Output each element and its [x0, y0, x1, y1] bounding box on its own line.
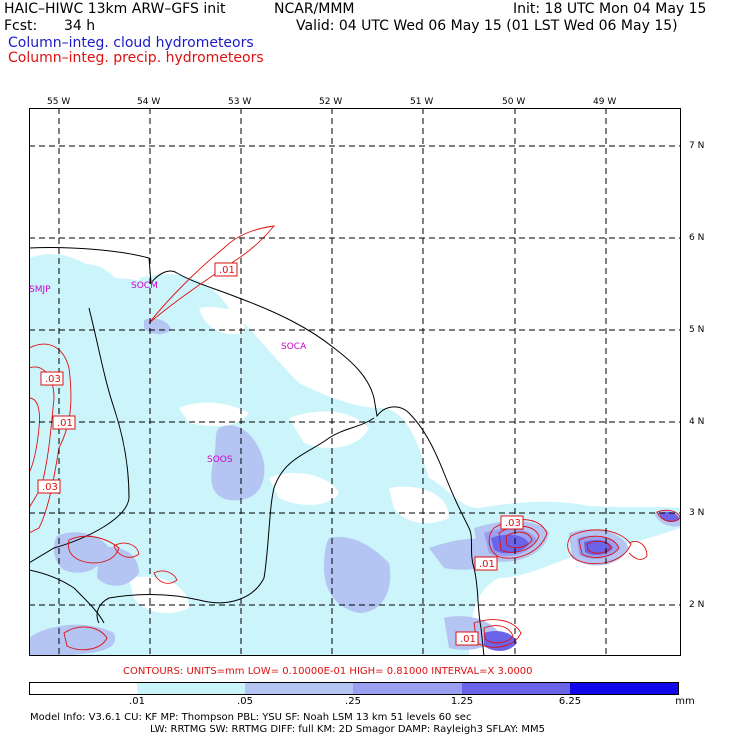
colorbar-tick: 6.25 — [558, 696, 582, 707]
org-label: NCAR/MMM — [274, 1, 355, 17]
contour-line — [148, 225, 276, 324]
lat-label: 7 N — [689, 141, 705, 151]
fcst-label: Fcst: — [4, 18, 38, 34]
contour-info: CONTOURS: UNITS=mm LOW= 0.10000E-01 HIGH… — [123, 666, 533, 677]
contour-label: .01 — [57, 418, 73, 429]
colorbar-swatch — [29, 682, 138, 695]
colorbar-tick: .05 — [237, 696, 253, 707]
colorbar-swatch — [353, 682, 462, 695]
contour-label-box — [52, 415, 76, 430]
contour-line — [578, 535, 620, 558]
contour-label: .03 — [42, 482, 58, 493]
contour-line — [483, 625, 514, 644]
model-info-line2: LW: RRTMG SW: RRTMG DIFF: full KM: 2D Sm… — [150, 724, 546, 735]
cloud-light-region — [199, 307, 245, 335]
cloud-light-region — [179, 402, 249, 426]
lon-label: 50 W — [502, 97, 526, 107]
cloud-medium-region — [211, 425, 265, 501]
model-title: HAIC–HIWC 13km ARW–GFS init — [4, 1, 226, 17]
border-line — [29, 569, 105, 624]
contour-line — [628, 541, 648, 560]
contour-label: .01 — [479, 559, 495, 570]
lat-label: 4 N — [689, 417, 705, 427]
lon-label: 53 W — [228, 97, 252, 107]
contour-label-box — [40, 371, 64, 386]
cloud-dense-region — [484, 631, 517, 651]
contour-label: .03 — [45, 374, 61, 385]
cloud-light-region — [69, 263, 119, 293]
cloud-shading — [29, 254, 681, 656]
lon-label: 54 W — [137, 97, 161, 107]
field1-title: Column–integ. cloud hydrometeors — [8, 35, 254, 51]
cloud-light-region — [389, 486, 449, 524]
cloud-medium-region — [97, 546, 139, 586]
lat-label: 5 N — [689, 325, 705, 335]
lat-label: 2 N — [689, 600, 705, 610]
lon-label: 49 W — [593, 97, 617, 107]
contour-line — [29, 397, 40, 474]
colorbar-swatch — [137, 682, 245, 695]
contour-label-box — [455, 631, 479, 646]
forecast-map: .01 .03 .01 .03 .03 .01 .01 SMJP SOCM SO… — [29, 108, 681, 656]
contour-line — [473, 619, 522, 648]
contour-label: .01 — [219, 265, 235, 276]
cloud-medium-region — [324, 537, 391, 613]
valid-time: Valid: 04 UTC Wed 06 May 15 (01 LST Wed … — [296, 18, 678, 34]
contour-label-box — [214, 262, 238, 277]
station-smjp: SMJP — [29, 285, 51, 295]
border-line — [29, 307, 130, 564]
contour-label-box — [500, 515, 524, 530]
lat-label: 3 N — [689, 508, 705, 518]
colorbar-tick: .01 — [129, 696, 145, 707]
station-labels: SMJP SOCM SOCA SOOS — [29, 281, 307, 465]
contour-labels: .01 .03 .01 .03 .03 .01 .01 — [37, 262, 524, 646]
contour-line — [67, 535, 120, 564]
contour-line — [505, 531, 533, 549]
contour-line — [586, 540, 612, 554]
contour-label: .03 — [505, 518, 521, 529]
contour-line — [567, 529, 632, 565]
station-socm: SOCM — [131, 281, 158, 291]
init-time: Init: 18 UTC Mon 04 May 15 — [513, 1, 707, 17]
coastline — [29, 246, 485, 656]
lon-label: 51 W — [410, 97, 434, 107]
lon-label: 52 W — [319, 97, 343, 107]
field2-title: Column–integ. precip. hydrometeors — [8, 50, 264, 66]
contour-label: .01 — [460, 634, 476, 645]
contour-line — [29, 366, 55, 509]
colorbar-tick: 1.25 — [450, 696, 474, 707]
fcst-value: 34 h — [64, 18, 96, 34]
contour-line — [488, 519, 548, 559]
cloud-light-region — [289, 411, 369, 448]
station-soos: SOOS — [207, 455, 233, 465]
border-line — [96, 417, 375, 624]
contour-label-box — [37, 479, 61, 494]
colorbar-swatch — [570, 682, 679, 695]
colorbar-swatch — [245, 682, 353, 695]
contour-line — [153, 570, 178, 584]
land-outlines — [29, 246, 485, 656]
colorbar-unit: mm — [675, 696, 695, 707]
colorbar-tick: .25 — [345, 696, 361, 707]
map-frame — [29, 108, 681, 656]
station-soca: SOCA — [281, 342, 307, 352]
contour-line — [113, 542, 140, 558]
lon-label: 55 W — [47, 97, 71, 107]
contour-line — [63, 626, 108, 651]
contour-label-box — [474, 556, 498, 571]
lat-label: 6 N — [689, 233, 705, 243]
colorbar-swatch — [462, 682, 570, 695]
model-info-line1: Model Info: V3.6.1 CU: KF MP: Thompson P… — [30, 712, 472, 723]
cloud-light-region — [269, 473, 339, 505]
